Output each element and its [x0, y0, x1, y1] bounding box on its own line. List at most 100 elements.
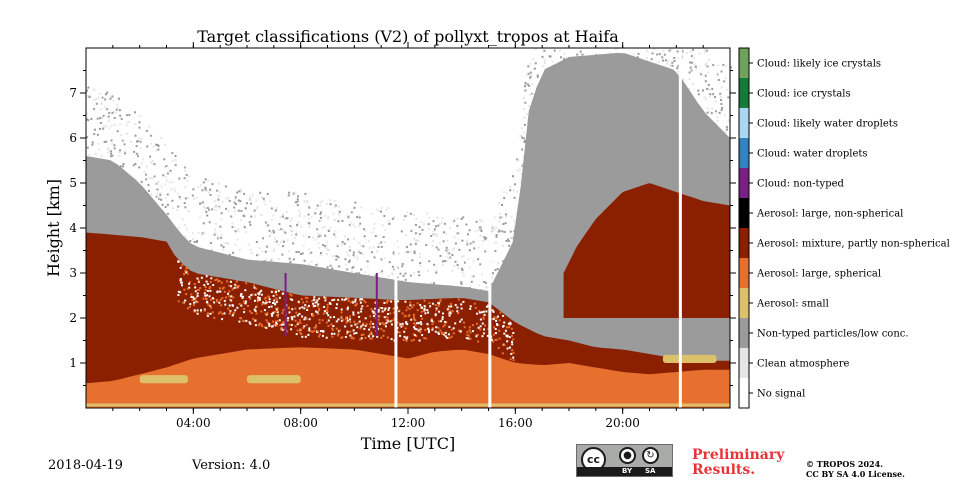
- edge-pixel: [244, 289, 247, 292]
- speckle-pixel: [705, 49, 708, 52]
- edge-pixel: [185, 293, 188, 296]
- edge-pixel: [294, 307, 297, 310]
- speckle-pixel: [380, 245, 383, 248]
- speckle-pixel: [495, 226, 498, 229]
- edge-pixel: [432, 327, 434, 330]
- speckle-pixel: [470, 280, 473, 283]
- speckle-pixel: [87, 119, 90, 122]
- edge-pixel: [380, 328, 383, 331]
- speckle-pixel: [98, 148, 100, 151]
- edge-pixel: [347, 299, 350, 302]
- edge-pixel: [359, 338, 362, 341]
- small-aerosol-patch: [247, 375, 301, 384]
- colorbar-frame: [738, 47, 750, 409]
- speckle-pixel: [289, 260, 292, 263]
- speckle-pixel: [452, 248, 455, 251]
- edge-pixel: [315, 301, 318, 304]
- edge-pixel: [449, 302, 452, 305]
- speckle-pixel: [270, 231, 273, 234]
- speckle-pixel: [245, 231, 248, 234]
- edge-pixel: [381, 307, 384, 310]
- speckle-pixel: [398, 252, 400, 255]
- speckle-pixel: [667, 59, 670, 62]
- speckle-pixel: [508, 244, 511, 247]
- edge-pixel: [331, 328, 334, 331]
- speckle-pixel: [708, 110, 711, 113]
- edge-pixel: [402, 324, 404, 327]
- edge-pixel: [450, 328, 453, 331]
- speckle-pixel: [493, 228, 496, 231]
- speckle-pixel: [221, 200, 224, 203]
- edge-pixel: [438, 320, 441, 323]
- edge-pixel: [467, 337, 470, 340]
- speckle-pixel: [287, 250, 290, 253]
- edge-pixel: [315, 325, 318, 328]
- speckle-pixel: [432, 230, 435, 232]
- edge-pixel: [203, 309, 206, 312]
- speckle-pixel: [432, 239, 435, 242]
- edge-pixel: [450, 335, 453, 338]
- speckle-pixel: [521, 136, 524, 139]
- edge-pixel: [460, 307, 463, 310]
- edge-pixel: [359, 301, 362, 304]
- speckle-pixel: [367, 260, 370, 263]
- edge-pixel: [318, 322, 321, 324]
- speckle-pixel: [237, 209, 240, 212]
- edge-pixel: [276, 307, 279, 310]
- edge-pixel: [491, 318, 494, 320]
- edge-pixel: [382, 334, 385, 337]
- speckle-pixel: [529, 76, 532, 79]
- edge-pixel: [248, 295, 251, 298]
- speckle-pixel: [207, 179, 210, 182]
- speckle-pixel: [351, 266, 354, 269]
- speckle-pixel: [297, 251, 300, 253]
- edge-pixel: [202, 297, 205, 300]
- speckle-pixel: [157, 148, 160, 151]
- speckle-pixel: [214, 208, 217, 211]
- speckle-pixel: [96, 117, 99, 120]
- speckle-pixel: [310, 260, 313, 263]
- speckle-pixel: [505, 215, 508, 218]
- edge-pixel: [423, 337, 426, 340]
- edge-pixel: [306, 306, 309, 309]
- speckle-pixel: [494, 269, 497, 272]
- edge-pixel: [186, 287, 189, 290]
- edge-pixel: [378, 321, 381, 324]
- edge-pixel: [206, 283, 209, 285]
- speckle-pixel: [307, 213, 310, 216]
- speckle-pixel: [108, 119, 111, 122]
- edge-pixel: [512, 332, 515, 334]
- speckle-pixel: [490, 283, 493, 285]
- speckle-pixel: [356, 216, 358, 219]
- edge-pixel: [341, 336, 344, 339]
- speckle-pixel: [209, 189, 212, 192]
- edge-pixel: [270, 312, 273, 315]
- speckle-pixel: [637, 52, 640, 55]
- edge-pixel: [327, 319, 330, 322]
- edge-pixel: [313, 298, 316, 301]
- speckle-pixel: [279, 241, 282, 244]
- edge-pixel: [454, 304, 457, 307]
- edge-pixel: [304, 296, 307, 299]
- edge-pixel: [297, 322, 300, 324]
- speckle-pixel: [507, 238, 509, 241]
- edge-pixel: [325, 308, 328, 311]
- speckle-pixel: [327, 248, 330, 251]
- speckle-pixel: [724, 77, 727, 79]
- edge-pixel: [439, 329, 442, 332]
- edge-pixel: [449, 312, 452, 315]
- speckle-pixel: [388, 222, 391, 225]
- speckle-pixel: [327, 215, 330, 218]
- edge-pixel: [460, 303, 463, 306]
- edge-pixel: [463, 326, 466, 329]
- edge-pixel: [387, 318, 389, 321]
- speckle-pixel: [396, 246, 399, 249]
- speckle-pixel: [492, 272, 494, 275]
- edge-pixel: [258, 291, 261, 294]
- speckle-pixel: [727, 96, 730, 99]
- edge-pixel: [471, 324, 474, 327]
- edge-pixel: [179, 279, 182, 282]
- speckle-pixel: [404, 251, 407, 254]
- edge-pixel: [243, 301, 246, 304]
- speckle-pixel: [391, 265, 394, 268]
